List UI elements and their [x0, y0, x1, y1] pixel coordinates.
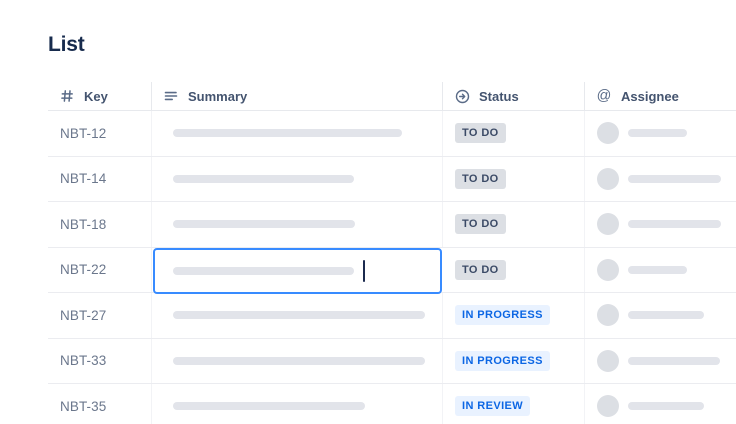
avatar [597, 122, 619, 145]
status-cell[interactable]: TO DO [443, 111, 585, 156]
summary-cell[interactable] [152, 384, 443, 424]
table-header-row: Key Summary Status [48, 82, 736, 111]
summary-placeholder-bar [173, 356, 425, 365]
summary-cell[interactable] [152, 247, 443, 294]
summary-cell[interactable] [152, 338, 443, 384]
status-cell[interactable]: TO DO [443, 156, 585, 201]
column-header-summary[interactable]: Summary [152, 82, 443, 110]
column-header-key[interactable]: Key [48, 82, 152, 110]
assignee-placeholder-bar [628, 356, 720, 365]
hash-icon [59, 88, 75, 104]
summary-edit-area[interactable] [152, 384, 442, 424]
summary-placeholder-bar [173, 266, 354, 275]
table-row[interactable]: NBT-18 TO DO [48, 202, 736, 248]
summary-edit-area[interactable] [152, 339, 442, 384]
column-header-assignee[interactable]: @ Assignee [585, 82, 736, 110]
summary-placeholder-bar [173, 174, 354, 183]
status-cell[interactable]: IN REVIEW [443, 384, 585, 424]
status-badge[interactable]: TO DO [455, 123, 506, 144]
summary-edit-field[interactable] [153, 247, 442, 294]
status-badge[interactable]: TO DO [455, 259, 506, 280]
assignee-placeholder-bar [628, 265, 687, 274]
summary-cell[interactable] [152, 111, 443, 156]
status-cell[interactable]: IN PROGRESS [443, 293, 585, 338]
text-lines-icon [163, 88, 179, 104]
assignee-placeholder-bar [628, 402, 704, 411]
table-row[interactable]: NBT-14 TO DO [48, 156, 736, 202]
assignee-cell[interactable] [585, 111, 736, 156]
table-row[interactable]: NBT-35 IN REVIEW [48, 384, 736, 424]
status-cell[interactable]: IN PROGRESS [443, 338, 585, 383]
issue-key-label: NBT-14 [60, 171, 107, 187]
assignee-placeholder-bar [628, 129, 687, 138]
summary-placeholder-bar [173, 220, 355, 229]
status-badge[interactable]: IN PROGRESS [455, 350, 550, 371]
table-row[interactable]: NBT-12 TO DO [48, 111, 736, 157]
status-badge[interactable]: IN REVIEW [455, 396, 531, 417]
summary-placeholder-bar [173, 129, 402, 138]
assignee-placeholder-bar [628, 311, 704, 320]
page-title: List [48, 33, 85, 56]
status-cell[interactable]: TO DO [443, 247, 585, 292]
assignee-cell[interactable] [585, 202, 736, 247]
issue-key-label: NBT-12 [60, 125, 107, 141]
status-cell[interactable]: TO DO [443, 202, 585, 247]
avatar [597, 304, 619, 327]
table-row[interactable]: NBT-27 IN PROGRESS [48, 293, 736, 339]
table-row[interactable]: NBT-22 TO DO [48, 247, 736, 294]
issue-key-cell[interactable]: NBT-35 [48, 384, 152, 424]
summary-cell[interactable] [152, 293, 443, 338]
summary-edit-area[interactable] [152, 202, 442, 247]
column-header-label: Assignee [621, 88, 679, 104]
assignee-cell[interactable] [585, 248, 736, 293]
assignee-cell[interactable] [585, 293, 736, 338]
summary-edit-area[interactable] [152, 293, 442, 338]
summary-cell[interactable] [152, 156, 443, 202]
arrow-right-circle-icon [454, 88, 470, 104]
at-icon: @ [596, 87, 612, 104]
avatar [597, 213, 619, 236]
issue-key-label: NBT-18 [60, 216, 107, 232]
avatar [597, 395, 619, 418]
assignee-cell[interactable] [585, 339, 736, 384]
issue-key-label: NBT-27 [60, 307, 107, 323]
status-badge[interactable]: TO DO [455, 214, 506, 235]
assignee-placeholder-bar [628, 174, 721, 183]
issue-key-cell[interactable]: NBT-22 [48, 247, 152, 292]
issue-key-cell[interactable]: NBT-27 [48, 293, 152, 338]
issue-table: Key Summary Status [48, 82, 736, 424]
issue-key-label: NBT-33 [60, 353, 107, 369]
issue-key-cell[interactable]: NBT-33 [48, 338, 152, 383]
summary-placeholder-bar [173, 402, 365, 411]
summary-edit-area[interactable] [152, 111, 442, 156]
summary-cell[interactable] [152, 202, 443, 247]
issue-key-cell[interactable]: NBT-12 [48, 111, 152, 156]
status-badge[interactable]: IN PROGRESS [455, 305, 550, 326]
table-row[interactable]: NBT-33 IN PROGRESS [48, 338, 736, 384]
issue-key-cell[interactable]: NBT-14 [48, 156, 152, 201]
assignee-cell[interactable] [585, 157, 736, 202]
issue-key-cell[interactable]: NBT-18 [48, 202, 152, 247]
text-cursor [363, 259, 365, 282]
column-header-label: Summary [188, 88, 248, 104]
summary-placeholder-bar [173, 311, 425, 320]
assignee-placeholder-bar [628, 220, 721, 229]
assignee-cell[interactable] [585, 384, 736, 424]
avatar [597, 258, 619, 281]
column-header-status[interactable]: Status [443, 82, 585, 110]
column-header-label: Status [479, 88, 519, 104]
status-badge[interactable]: TO DO [455, 168, 506, 189]
summary-edit-area[interactable] [152, 157, 442, 202]
avatar [597, 167, 619, 190]
column-header-label: Key [84, 88, 108, 104]
issue-key-label: NBT-35 [60, 398, 107, 414]
issue-key-label: NBT-22 [60, 262, 107, 278]
avatar [597, 349, 619, 372]
table-body: NBT-12 TO DO NBT-14 TO DO [48, 111, 736, 424]
